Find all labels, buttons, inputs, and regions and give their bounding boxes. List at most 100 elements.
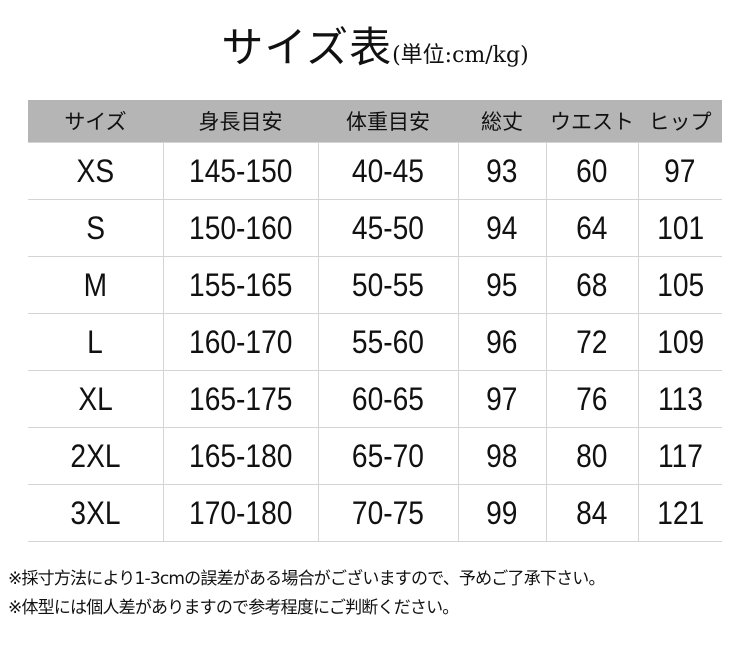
cell-waist: 76 [545,370,639,428]
cell-length: 95 [457,256,547,314]
cell-value: 70-75 [351,494,425,531]
cell-hip: 121 [637,484,722,542]
notes: ※採寸方法により1-3cmの誤差がある場合がございますので、予めご了承下さい。 … [8,565,606,623]
cell-value: 65-70 [351,437,425,474]
table-row: 3XL 170-180 70-75 99 84 121 [28,484,722,542]
cell-value: 55-60 [351,323,425,360]
cell-value: 45-50 [351,209,425,246]
cell-value: 105 [656,266,704,303]
cell-value: 98 [486,437,518,474]
note-1: ※採寸方法により1-3cmの誤差がある場合がございますので、予めご了承下さい。 [8,569,606,589]
table-row: XS 145-150 40-45 93 60 97 [28,142,722,200]
cell-value: 50-55 [351,266,425,303]
cell-value: 84 [576,494,608,531]
size-table: サイズ 身長目安 体重目安 総丈 ウエスト ヒップ XS 145-150 40-45… [28,100,722,542]
page-title: サイズ表(単位:cm/kg) [0,14,750,75]
cell-weight: 45-50 [317,199,459,257]
cell-hip: 97 [637,142,722,200]
header-size: サイズ [28,100,163,143]
cell-value: XS [76,152,115,189]
cell-value: 160-170 [188,323,293,360]
cell-size: M [28,256,164,314]
cell-length: 96 [457,313,547,371]
cell-value: 80 [576,437,608,474]
cell-height: 150-160 [162,199,319,257]
cell-length: 94 [457,199,547,257]
cell-height: 170-180 [162,484,319,542]
cell-value: 109 [656,323,704,360]
title-main: サイズ表 [221,23,393,72]
cell-value: 101 [656,209,704,246]
cell-value: 2XL [70,437,121,474]
cell-value: 40-45 [351,152,425,189]
cell-value: 93 [486,152,518,189]
cell-length: 93 [457,142,547,200]
cell-waist: 60 [545,142,639,200]
cell-value: 72 [576,323,608,360]
cell-length: 99 [457,484,547,542]
cell-value: 165-180 [188,437,293,474]
cell-height: 165-175 [162,370,319,428]
cell-value: 117 [657,437,703,474]
cell-value: 96 [486,323,518,360]
cell-value: S [85,209,105,246]
cell-value: 165-175 [188,380,293,417]
header-weight: 体重目安 [318,100,458,143]
table-row: M 155-165 50-55 95 68 105 [28,256,722,314]
cell-value: 121 [656,494,704,531]
cell-waist: 68 [545,256,639,314]
cell-size: L [28,313,164,371]
cell-length: 97 [457,370,547,428]
table-row: XL 165-175 60-65 97 76 113 [28,370,722,428]
cell-value: XL [78,380,113,417]
cell-value: 60 [576,152,608,189]
cell-value: 94 [486,209,518,246]
table-row: 2XL 165-180 65-70 98 80 117 [28,427,722,485]
cell-size: XL [28,370,164,428]
cell-length: 98 [457,427,547,485]
cell-size: XS [28,142,164,200]
cell-weight: 50-55 [317,256,459,314]
cell-hip: 113 [637,370,722,428]
cell-value: 3XL [70,494,121,531]
cell-waist: 80 [545,427,639,485]
cell-value: 99 [486,494,518,531]
cell-value: 68 [576,266,608,303]
cell-value: 150-160 [188,209,293,246]
table-row: L 160-170 55-60 96 72 109 [28,313,722,371]
title-unit: (単位:cm/kg) [392,43,529,68]
cell-weight: 40-45 [317,142,459,200]
cell-size: 3XL [28,484,164,542]
table-row: S 150-160 45-50 94 64 101 [28,199,722,257]
header-waist: ウエスト [546,100,638,143]
header-length: 総丈 [458,100,546,143]
note-2: ※体型には個人差がありますので参考程度にご判断ください。 [8,598,459,618]
cell-value: 97 [664,152,696,189]
cell-value: 97 [486,380,518,417]
cell-waist: 64 [545,199,639,257]
cell-size: 2XL [28,427,164,485]
cell-value: 76 [576,380,608,417]
cell-waist: 84 [545,484,639,542]
header-hip: ヒップ [638,100,722,143]
cell-hip: 109 [637,313,722,371]
cell-value: 95 [486,266,518,303]
cell-height: 145-150 [162,142,319,200]
cell-weight: 70-75 [317,484,459,542]
cell-weight: 60-65 [317,370,459,428]
cell-waist: 72 [545,313,639,371]
cell-value: 155-165 [188,266,293,303]
cell-hip: 101 [637,199,722,257]
cell-value: 64 [576,209,608,246]
cell-hip: 117 [637,427,722,485]
cell-size: S [28,199,164,257]
cell-height: 160-170 [162,313,319,371]
cell-height: 155-165 [162,256,319,314]
header-height: 身長目安 [163,100,318,143]
cell-value: L [87,323,104,360]
cell-hip: 105 [637,256,722,314]
cell-value: 170-180 [188,494,293,531]
cell-weight: 65-70 [317,427,459,485]
cell-value: 145-150 [188,152,293,189]
cell-value: 60-65 [351,380,425,417]
